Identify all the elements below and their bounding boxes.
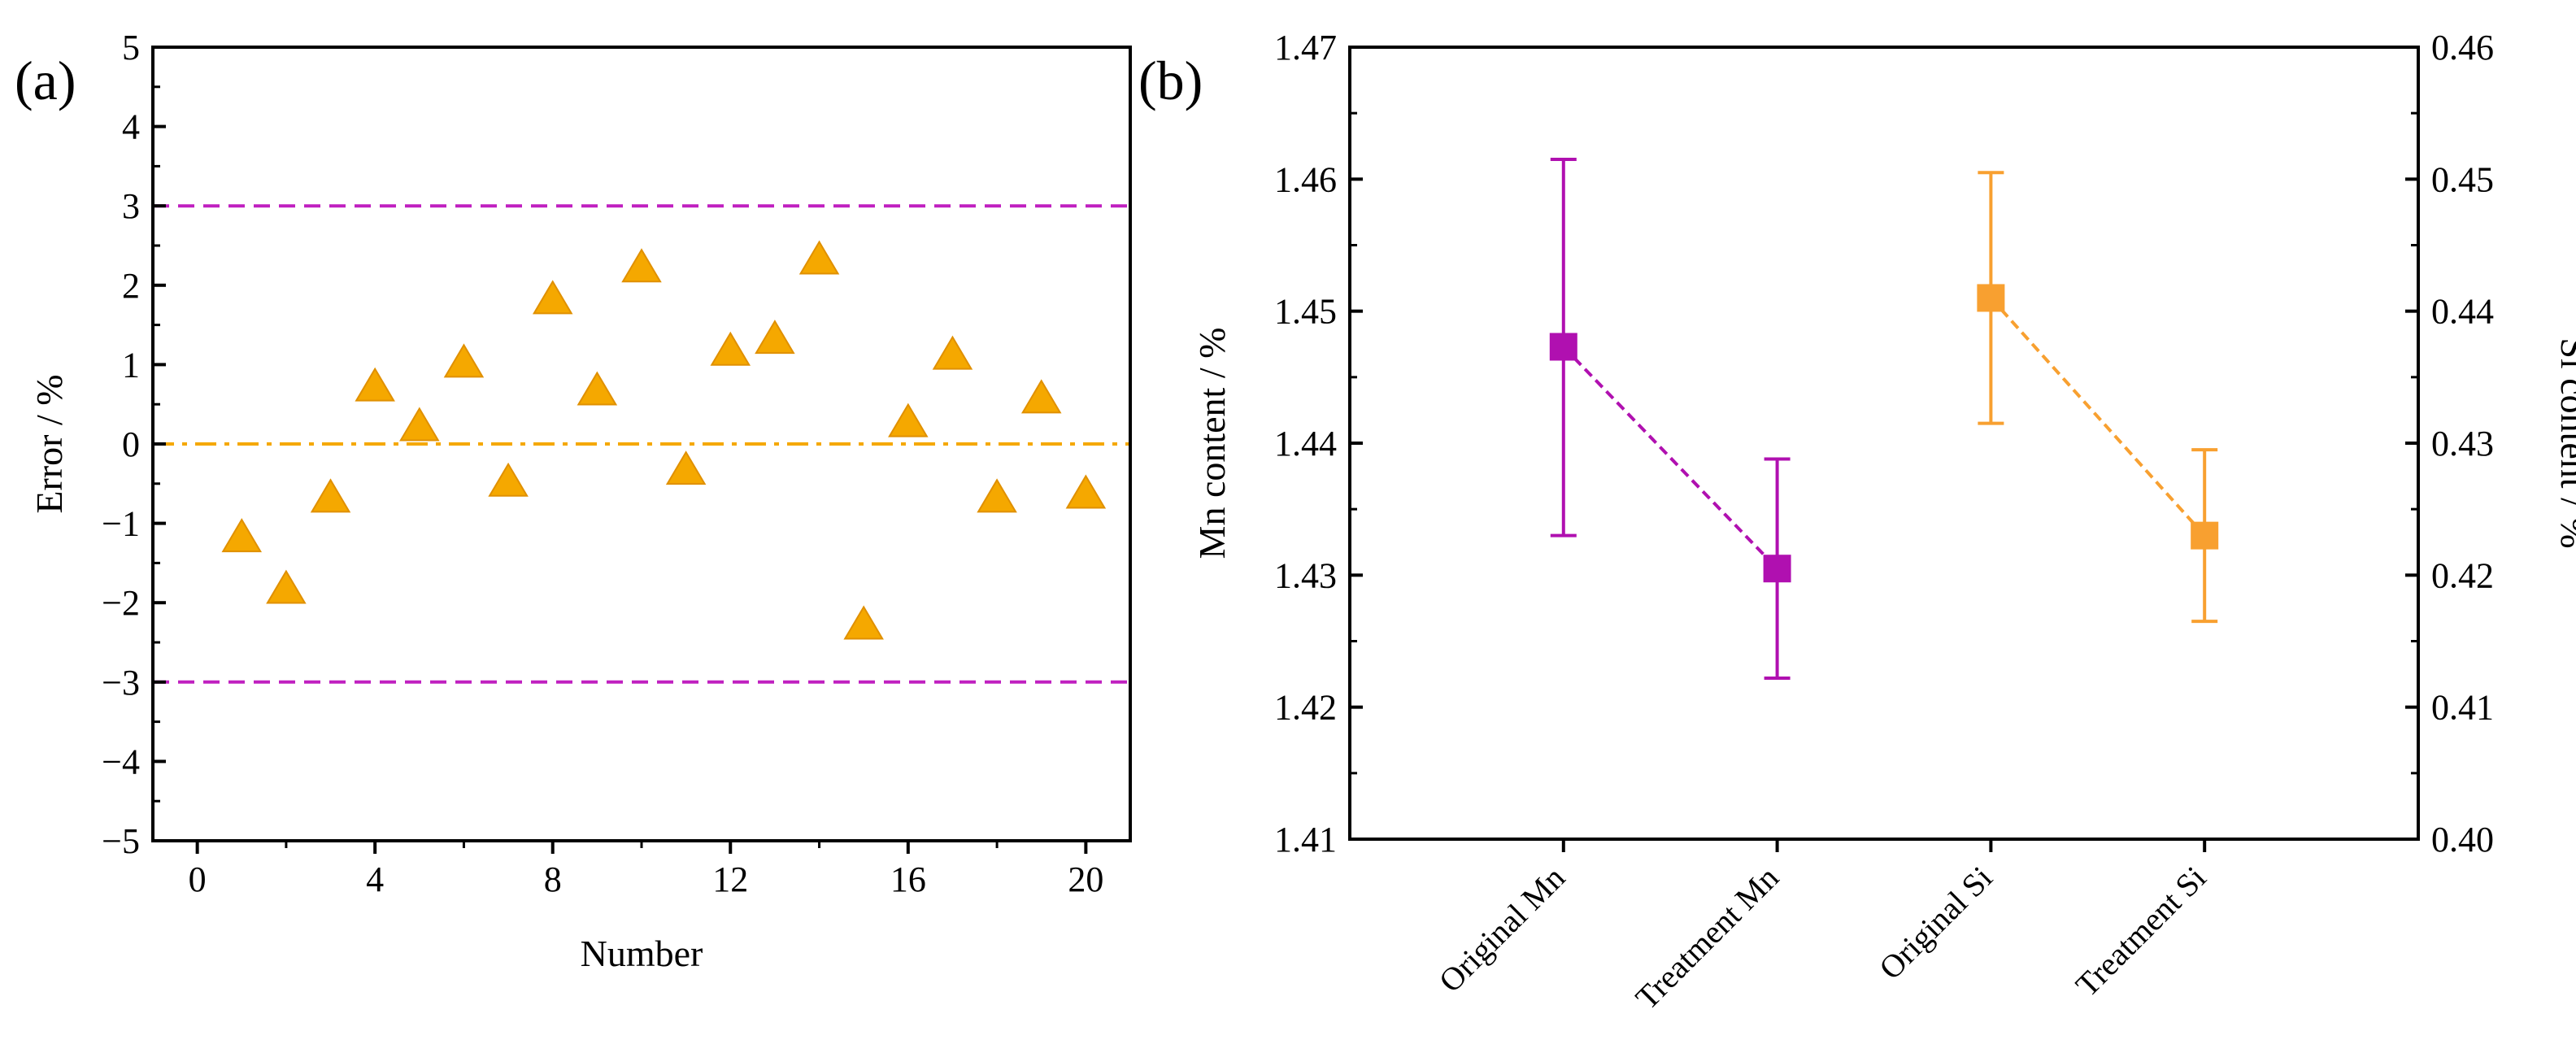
b-ytick-left-label: 1.43 (1274, 555, 1337, 595)
a-point-triangle (355, 367, 395, 402)
b-ylabel-left: Mn content / % (1191, 328, 1233, 559)
a-xlabel: Number (581, 933, 703, 974)
a-point-triangle (532, 280, 573, 315)
panel-b: (b) 1.41 1.42 1.43 1.44 1.45 1.46 1.47 0.40 0.41… (1138, 28, 2576, 1016)
b-ticks: 1.41 1.42 1.43 1.44 1.45 1.46 1.47 0.40 0.41 0.42… (1274, 28, 2494, 1016)
b-ytick-left-label: 1.45 (1274, 292, 1337, 332)
b-ytick-right-label: 0.44 (2431, 292, 2494, 332)
a-point-triangle (1065, 474, 1107, 509)
a-point-triangle (443, 343, 485, 378)
a-ytick-label: 4 (122, 107, 140, 147)
a-xtick-label: 8 (544, 859, 562, 899)
b-ytick-left-label: 1.42 (1274, 688, 1337, 728)
b-ytick-right-label: 0.46 (2431, 28, 2494, 67)
b-ytick-left-label: 1.47 (1274, 28, 1337, 67)
a-point-triangle (399, 407, 440, 442)
a-ytick-label: 0 (122, 424, 140, 464)
a-ytick-label: 2 (122, 266, 140, 306)
b-point-square (2191, 521, 2219, 550)
panel-a-label: (a) (15, 50, 76, 111)
b-ytick-right-label: 0.42 (2431, 555, 2494, 595)
a-point-triangle (221, 518, 263, 553)
b-point-square (1977, 284, 2005, 312)
b-category-label: Treatment Si (2069, 859, 2213, 1004)
b-point-square (1763, 555, 1791, 583)
b-plot-frame (1348, 46, 2420, 841)
b-ytick-left-label: 1.44 (1274, 424, 1337, 463)
a-ytick-label: 1 (122, 345, 140, 385)
a-plot-frame (151, 46, 1132, 842)
a-ytick-label: −2 (102, 583, 140, 623)
b-ytick-right-label: 0.41 (2431, 688, 2494, 728)
a-point-triangle (932, 335, 973, 370)
a-point-triangle (977, 478, 1017, 513)
a-data-markers (221, 240, 1107, 640)
b-ytick-left-label: 1.41 (1274, 820, 1337, 859)
a-point-triangle (577, 371, 618, 406)
a-point-triangle (488, 462, 529, 497)
b-data (1549, 157, 2219, 680)
a-point-triangle (843, 605, 884, 640)
b-category-label: Original Mn (1432, 859, 1572, 999)
b-ylabel-right: Si content / % (2553, 337, 2576, 548)
a-ytick-label: −4 (102, 742, 140, 781)
a-point-triangle (310, 478, 351, 513)
a-point-triangle (1020, 379, 1062, 414)
b-ytick-right-label: 0.45 (2431, 159, 2494, 199)
a-point-triangle (888, 402, 929, 437)
a-xtick-label: 12 (712, 859, 748, 899)
b-category-label: Treatment Mn (1629, 859, 1786, 1016)
a-ytick-label: −3 (102, 663, 140, 703)
a-xtick-label: 0 (189, 859, 207, 899)
a-ytick-label: 3 (122, 186, 140, 226)
b-mn-connector (1562, 346, 1779, 570)
a-xtick-label: 4 (366, 859, 384, 899)
b-ytick-right-label: 0.43 (2431, 424, 2494, 463)
a-point-triangle (798, 240, 840, 275)
a-ytick-label: −1 (102, 504, 140, 544)
a-point-triangle (710, 331, 751, 366)
a-point-triangle (266, 569, 307, 604)
a-point-triangle (665, 450, 707, 485)
a-ytick-label: −5 (102, 821, 140, 861)
b-ytick-left-label: 1.46 (1274, 159, 1337, 199)
b-point-square (1549, 333, 1577, 361)
a-reference-lines (153, 204, 1130, 684)
a-point-triangle (621, 248, 662, 283)
b-ytick-right-label: 0.40 (2431, 820, 2494, 859)
a-ytick-label: 5 (122, 28, 140, 67)
b-si-connector (1989, 297, 2206, 537)
a-xtick-label: 20 (1068, 859, 1103, 899)
a-point-triangle (755, 320, 795, 355)
a-ylabel: Error / % (28, 374, 70, 513)
panel-b-label: (b) (1138, 50, 1203, 111)
b-category-label: Original Si (1872, 859, 1999, 987)
a-xtick-label: 16 (890, 859, 926, 899)
